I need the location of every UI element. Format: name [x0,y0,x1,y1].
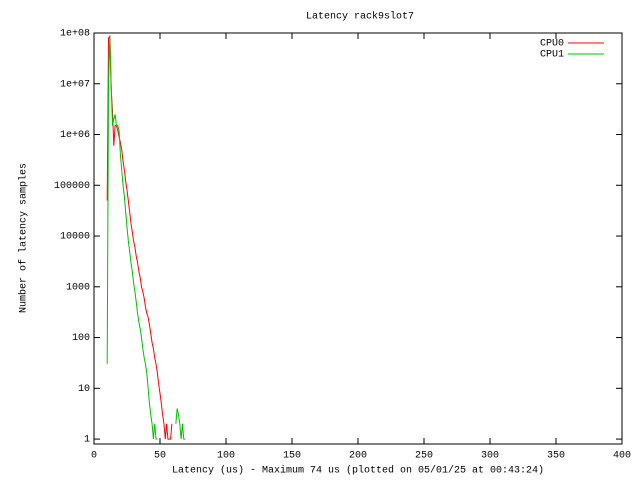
x-tick-label: 400 [613,451,631,462]
x-tick-label: 50 [154,451,166,462]
x-tick-label: 350 [547,451,565,462]
x-tick-label: 300 [481,451,499,462]
series-line [175,408,186,440]
y-tick-label: 1e+07 [60,79,90,90]
plot-frame [93,32,623,445]
x-axis-label: Latency (us) - Maximum 74 us (plotted on… [172,465,544,477]
x-tick-label: 250 [415,451,433,462]
y-tick-label: 1e+06 [60,130,90,141]
x-tick-label: 150 [283,451,301,462]
series-line [106,35,158,440]
y-axis-label: Number of latency samples [18,163,30,313]
y-tick-label: 1e+08 [60,29,90,40]
x-tick-label: 0 [91,451,97,462]
x-tick-label: 100 [217,451,235,462]
y-tick-label: 100 [72,333,90,344]
legend-label: CPU0 [540,39,564,50]
y-tick-label: 100000 [54,181,90,192]
y-tick-label: 1 [84,435,90,446]
chart-title: Latency rack9slot7 [306,11,414,23]
y-tick-label: 10000 [60,232,90,243]
y-tick-label: 10 [78,384,90,395]
y-tick-label: 1000 [66,282,90,293]
series-line [106,35,173,440]
legend-label: CPU1 [540,50,564,61]
x-tick-label: 200 [349,451,367,462]
